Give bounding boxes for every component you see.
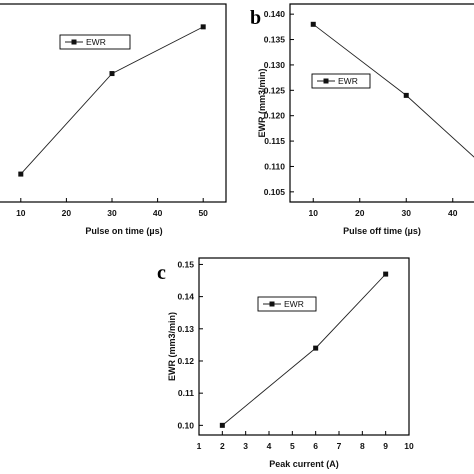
x-tick-label: 9 xyxy=(383,441,388,451)
data-point xyxy=(109,71,115,77)
legend-box xyxy=(311,73,371,89)
y-axis-label: EWR (mm3/min) xyxy=(257,68,267,137)
legend: EWR xyxy=(311,73,371,89)
x-tick-label: 10 xyxy=(309,208,319,218)
panel-letter: c xyxy=(157,262,166,284)
x-tick-label: 50 xyxy=(198,208,208,218)
x-tick-label: 20 xyxy=(355,208,365,218)
legend-box xyxy=(59,34,131,50)
y-tick-label: 0.135 xyxy=(264,35,286,45)
legend-marker-icon xyxy=(323,78,329,84)
x-tick-label: 40 xyxy=(448,208,458,218)
x-tick-label: 30 xyxy=(402,208,412,218)
y-axis-label: EWR (mm3/min) xyxy=(167,312,177,381)
y-tick-label: 0.12 xyxy=(177,356,194,366)
x-axis-label: Pulse off time (µs) xyxy=(343,226,421,236)
x-tick-label: 8 xyxy=(360,441,365,451)
x-tick-label: 3 xyxy=(243,441,248,451)
legend-label: EWR xyxy=(86,37,106,47)
data-point xyxy=(310,21,316,27)
data-point xyxy=(200,24,206,30)
x-tick-label: 10 xyxy=(16,208,26,218)
y-tick-label: 0.13 xyxy=(177,324,194,334)
data-point xyxy=(383,271,389,277)
series-line-ewr xyxy=(312,23,474,158)
x-tick-label: 20 xyxy=(62,208,72,218)
data-point xyxy=(403,92,409,98)
legend-label: EWR xyxy=(338,76,358,86)
y-tick-label: 0.120 xyxy=(264,111,286,121)
x-tick-label: 7 xyxy=(337,441,342,451)
x-tick-label: 2 xyxy=(220,441,225,451)
legend-box xyxy=(257,296,317,312)
legend-marker-icon xyxy=(71,39,77,45)
chart-panel-3: 1 2 3 4 5 6 7 8 9 10 0.10 0.11 0.12 0.13 0.14 0.15 Peak … xyxy=(157,257,414,469)
x-tick-label: 30 xyxy=(107,208,117,218)
legend: EWR xyxy=(59,34,131,50)
legend-marker-icon xyxy=(269,301,275,307)
y-tick-label: 0.105 xyxy=(264,187,286,197)
x-tick-label: 1 xyxy=(197,441,202,451)
plot-frame xyxy=(289,3,474,203)
x-tick-label: 5 xyxy=(290,441,295,451)
panel-letter: b xyxy=(250,7,261,29)
y-tick-label: 0.130 xyxy=(264,60,286,70)
data-point xyxy=(313,345,319,351)
y-tick-label: 0.125 xyxy=(264,85,286,95)
plot-frame xyxy=(0,3,227,203)
x-axis-label: Pulse on time (µs) xyxy=(85,226,162,236)
y-tick-label: 0.115 xyxy=(264,136,285,146)
y-tick-label: 0.11 xyxy=(178,388,194,398)
plot-frame xyxy=(198,257,410,436)
y-tick-label: 0.15 xyxy=(177,259,194,269)
x-tick-label: 4 xyxy=(267,441,272,451)
data-point xyxy=(219,422,225,428)
x-axis-label: Peak current (A) xyxy=(269,459,339,469)
chart-panel-1: 10 20 30 40 50 Pulse on time (µs) EWR xyxy=(0,3,227,236)
legend-label: EWR xyxy=(284,299,304,309)
x-tick-label: 6 xyxy=(313,441,318,451)
x-tick-label: 10 xyxy=(404,441,414,451)
x-tick-label: 40 xyxy=(153,208,163,218)
y-tick-label: 0.110 xyxy=(264,161,285,171)
y-tick-label: 0.10 xyxy=(177,420,194,430)
chart-panel-2: 10 20 30 40 0.105 0.110 0.115 0.120 0.125 0.130 0.… xyxy=(250,3,474,236)
y-tick-label: 0.14 xyxy=(177,292,194,302)
legend: EWR xyxy=(257,296,317,312)
y-tick-label: 0.140 xyxy=(264,9,286,19)
data-point xyxy=(18,171,24,177)
